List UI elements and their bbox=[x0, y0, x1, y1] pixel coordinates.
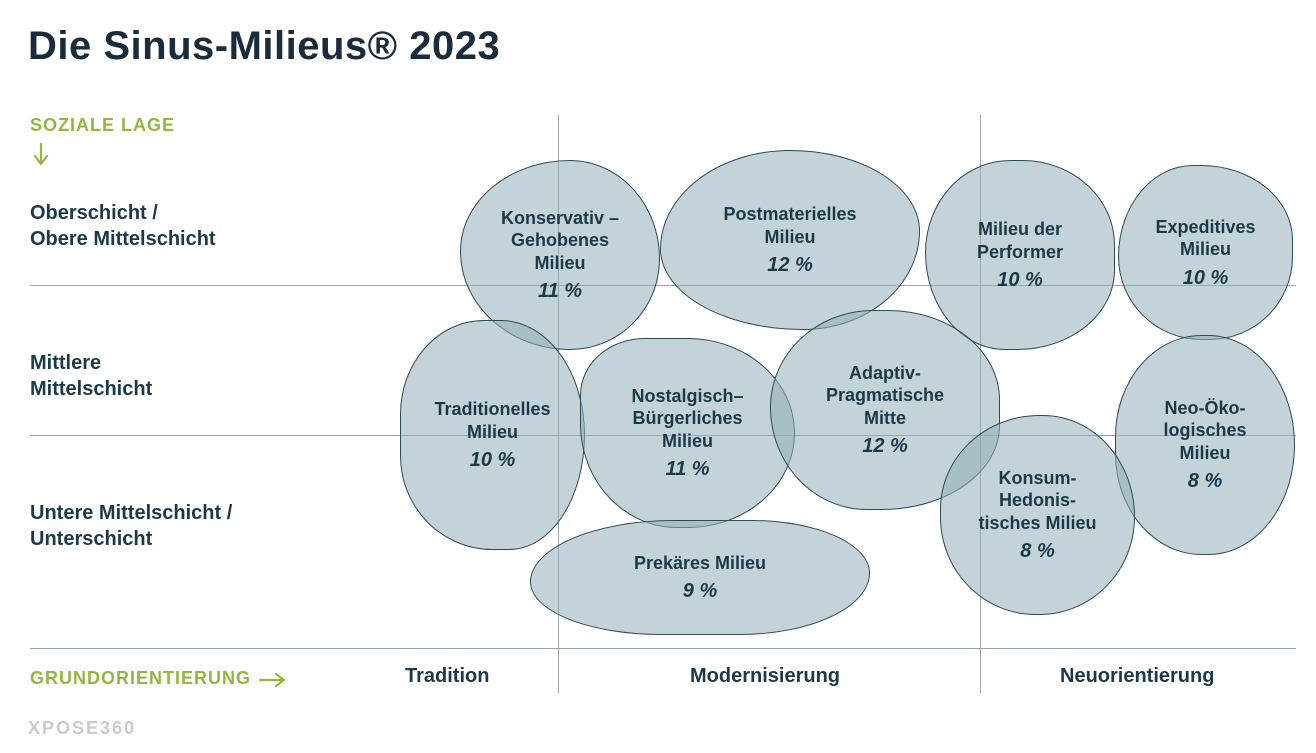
milieu-percent: 12 % bbox=[767, 254, 813, 277]
milieu-percent: 8 % bbox=[1020, 540, 1054, 563]
milieu-name: Prekäres Milieu bbox=[634, 552, 766, 575]
milieu-percent: 10 % bbox=[997, 269, 1043, 292]
milieu-name: PostmateriellesMilieu bbox=[723, 203, 856, 248]
milieu-percent: 9 % bbox=[683, 580, 717, 603]
watermark: XPOSE360 bbox=[28, 718, 136, 739]
milieu-blob: ExpeditivesMilieu 10 % bbox=[1118, 165, 1293, 340]
milieu-blob: Nostalgisch–BürgerlichesMilieu 11 % bbox=[580, 338, 795, 528]
milieu-name: Nostalgisch–BürgerlichesMilieu bbox=[631, 385, 743, 453]
milieu-blob: Adaptiv-PragmatischeMitte 12 % bbox=[770, 310, 1000, 510]
milieu-name: TraditionellesMilieu bbox=[434, 398, 550, 443]
milieu-percent: 10 % bbox=[470, 449, 516, 472]
milieu-blob: Konsum-Hedonis-tisches Milieu 8 % bbox=[940, 415, 1135, 615]
y-axis-tick: MittlereMittelschicht bbox=[30, 350, 152, 402]
milieu-name: Konsum-Hedonis-tisches Milieu bbox=[978, 467, 1096, 535]
milieu-percent: 10 % bbox=[1183, 267, 1229, 290]
milieu-percent: 8 % bbox=[1188, 470, 1222, 493]
arrow-right-icon bbox=[258, 671, 288, 689]
gridline-horizontal bbox=[30, 435, 1296, 436]
gridline-horizontal bbox=[30, 285, 1296, 286]
milieu-blob: TraditionellesMilieu 10 % bbox=[400, 320, 585, 550]
arrow-down-icon bbox=[32, 142, 50, 168]
milieu-percent: 12 % bbox=[862, 435, 908, 458]
gridline-vertical bbox=[980, 115, 981, 693]
milieu-name: ExpeditivesMilieu bbox=[1155, 216, 1255, 261]
milieu-blob: PostmateriellesMilieu 12 % bbox=[660, 150, 920, 330]
x-axis-tick: Neuorientierung bbox=[1060, 665, 1214, 688]
milieu-blob: Milieu derPerformer 10 % bbox=[925, 160, 1115, 350]
x-axis-tick: Tradition bbox=[405, 665, 489, 688]
y-axis-label: SOZIALE LAGE bbox=[30, 115, 175, 136]
page-title: Die Sinus-Milieus® 2023 bbox=[28, 24, 500, 69]
milieu-percent: 11 % bbox=[665, 458, 709, 481]
milieu-name: Adaptiv-PragmatischeMitte bbox=[826, 362, 944, 430]
y-axis-tick: Untere Mittelschicht /Unterschicht bbox=[30, 500, 232, 552]
milieu-percent: 11 % bbox=[538, 280, 582, 303]
chart-area: Oberschicht /Obere Mittelschicht Mittlere… bbox=[0, 0, 1316, 753]
gridline-horizontal bbox=[30, 648, 1296, 649]
milieu-name: Milieu derPerformer bbox=[977, 218, 1063, 263]
milieu-name: Neo-Öko-logischesMilieu bbox=[1163, 397, 1246, 465]
milieu-name: Konservativ –GehobenesMilieu bbox=[501, 207, 619, 275]
y-axis-tick: Oberschicht /Obere Mittelschicht bbox=[30, 200, 216, 252]
x-axis-label: GRUNDORIENTIERUNG bbox=[30, 668, 251, 689]
x-axis-tick: Modernisierung bbox=[690, 665, 840, 688]
gridline-vertical bbox=[558, 115, 559, 693]
milieu-blob: Neo-Öko-logischesMilieu 8 % bbox=[1115, 335, 1295, 555]
milieu-blob: Prekäres Milieu 9 % bbox=[530, 520, 870, 635]
milieu-blob: Konservativ –GehobenesMilieu 11 % bbox=[460, 160, 660, 350]
